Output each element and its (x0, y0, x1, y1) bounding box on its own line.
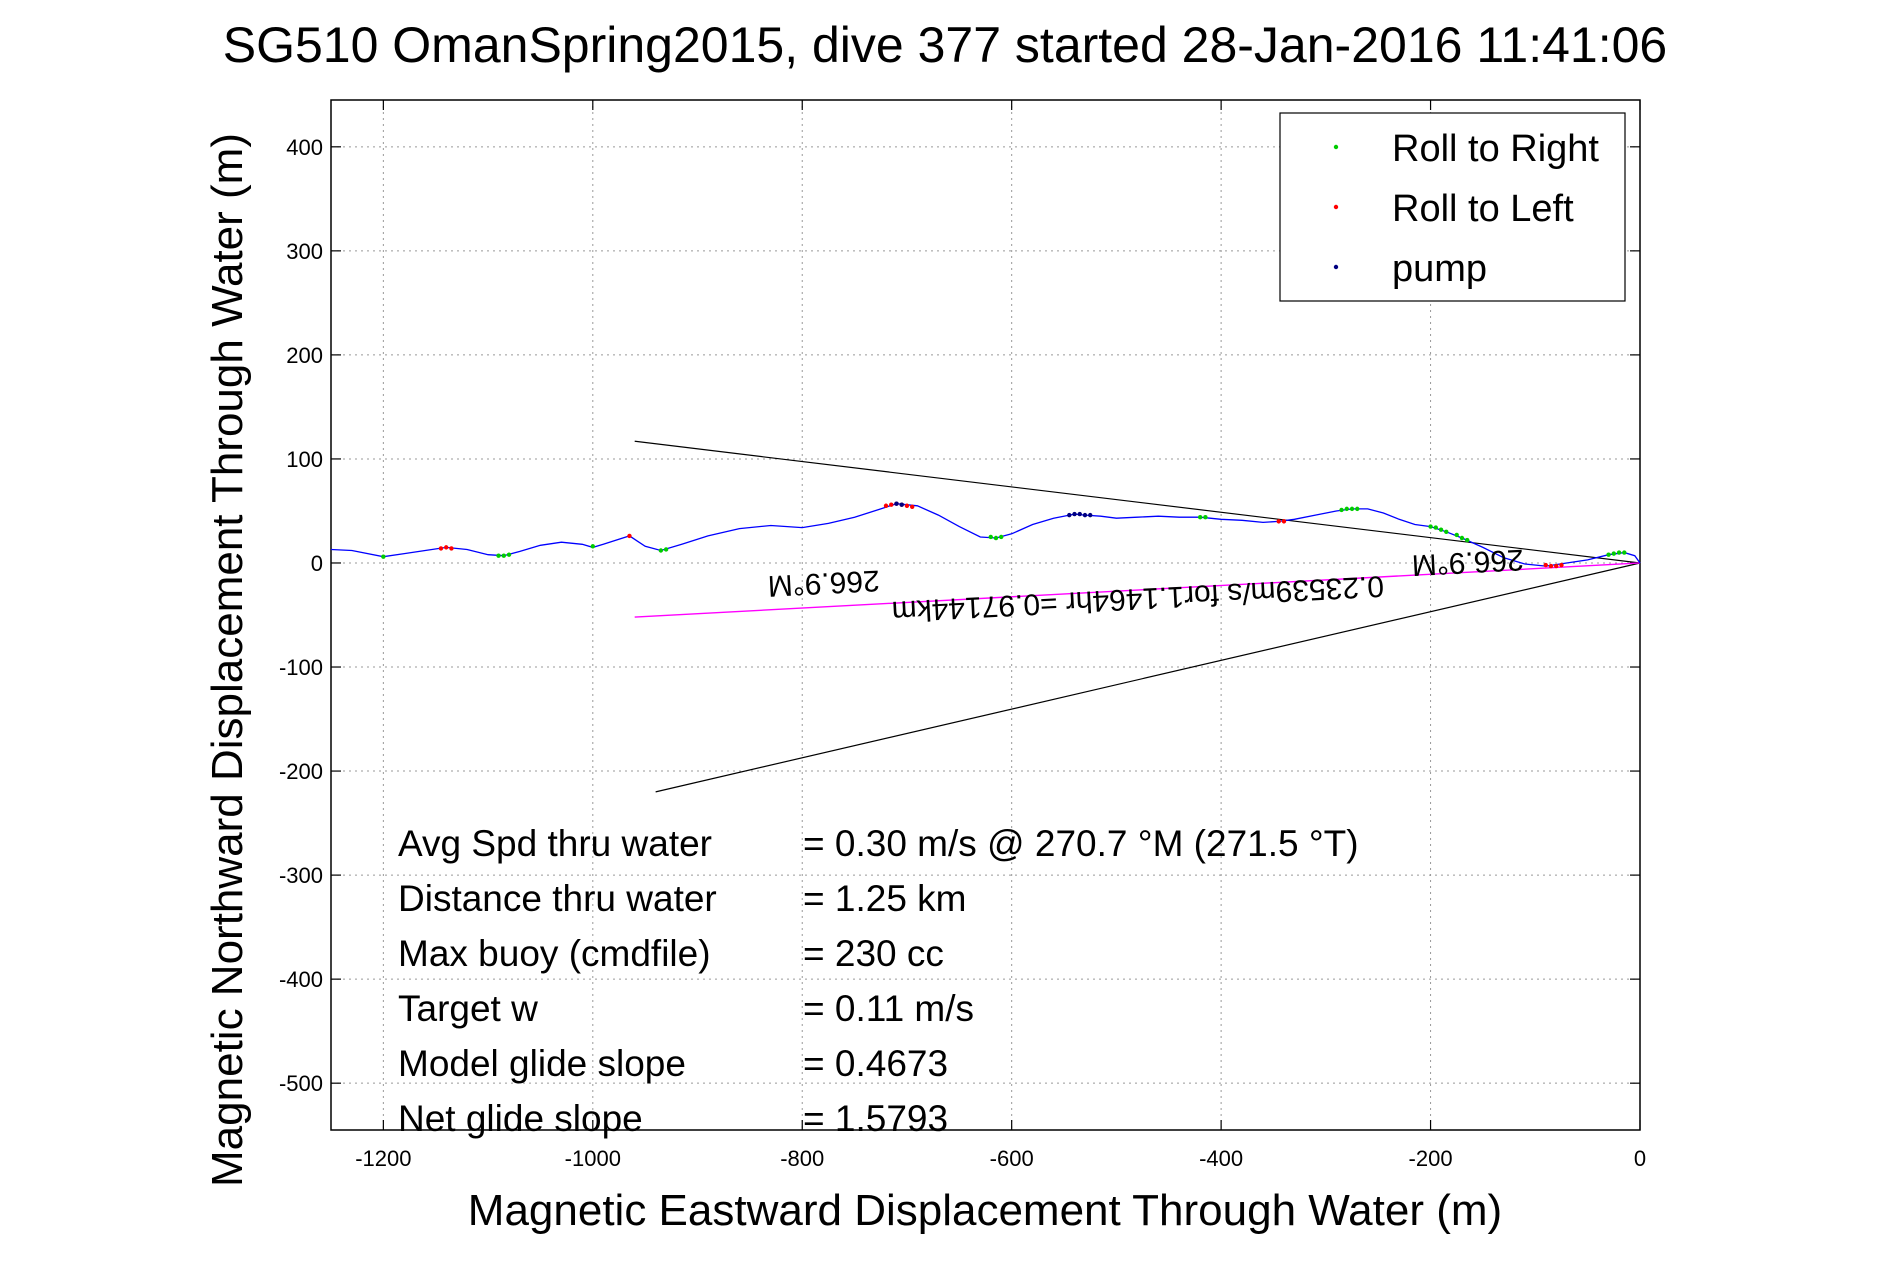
axis-ticks: -1200 -1000 -800 -600 -400 -200 0-500-400-300-… (279, 100, 1646, 1171)
roll-right-point (663, 547, 669, 552)
legend-entry-label: pump (1392, 248, 1487, 290)
roll-right-point (1606, 552, 1611, 557)
roll-right-point (496, 553, 501, 558)
roll-right-point (590, 544, 595, 549)
annotations-group: 266.9°M 0.23539m/s for1.1464hr =0.97144km… (767, 543, 1525, 628)
summary-row-label: Target w (398, 988, 538, 1029)
x-tick-label: -600 (990, 1146, 1034, 1171)
y-axis-label: Magnetic Northward Displacement Through … (203, 133, 252, 1187)
roll-left-point (443, 545, 449, 550)
roll-left-point (1543, 562, 1548, 568)
y-tick-label: 100 (286, 447, 323, 472)
roll-left-point (889, 502, 894, 507)
summary-row-label: Distance thru water (398, 878, 717, 919)
pump-point (1088, 512, 1093, 518)
x-tick-label: 0 (1634, 1146, 1646, 1171)
summary-row-label: Avg Spd thru water (398, 823, 712, 864)
legend-entry-label: Roll to Right (1392, 128, 1599, 170)
track-line (330, 503, 1641, 567)
legend-entry-label: Roll to Left (1392, 188, 1574, 230)
pump-point (1072, 511, 1077, 517)
roll-right-point (658, 548, 664, 553)
roll-right-point (1428, 524, 1433, 529)
plot-frame (330, 99, 1641, 1131)
roll-right-point (1339, 507, 1344, 513)
legend-marker (1333, 264, 1339, 270)
roll-right-point (1465, 537, 1470, 543)
legend-marker (1333, 204, 1339, 210)
roll-right-point (1344, 506, 1349, 512)
roll-left-point (627, 533, 632, 539)
heading-line (634, 562, 1641, 618)
roll-left-point (1281, 519, 1287, 524)
x-tick-label: -800 (780, 1146, 824, 1171)
x-tick-label: -400 (1199, 1146, 1243, 1171)
pump-point (1082, 512, 1088, 518)
y-tick-label: 0 (311, 551, 323, 576)
y-tick-label: -200 (279, 759, 323, 784)
legend: Roll to Right Roll to Left pump (1279, 112, 1626, 302)
roll-right-point (501, 553, 506, 558)
pump-point (894, 501, 899, 506)
y-tick-label: -500 (279, 1071, 323, 1096)
roll-right-point (988, 534, 993, 540)
summary-row-value: = 1.5793 (803, 1098, 948, 1139)
roll-right-point (1622, 550, 1627, 555)
roll-right-point (1203, 515, 1208, 520)
legend-marker (1333, 144, 1339, 150)
roll-right-point (1616, 550, 1622, 555)
roll-right-point (1433, 525, 1438, 530)
roll-left-point (1559, 562, 1564, 568)
summary-row-label: Model glide slope (398, 1043, 686, 1084)
summary-table: Avg Spd thru water = 0.30 m/s @ 270.7 °M … (398, 823, 1359, 1139)
y-tick-label: 400 (286, 135, 323, 160)
roll-left-point (1276, 519, 1281, 524)
summary-row-value: = 0.11 m/s (803, 988, 974, 1029)
y-tick-label: -100 (279, 655, 323, 680)
roll-right-point (1611, 551, 1617, 556)
roll-right-point (381, 554, 386, 559)
roll-right-point (1197, 515, 1203, 520)
rotated-annotation: 266.9°M (1411, 543, 1525, 582)
summary-row-value: = 0.4673 (803, 1043, 948, 1084)
rotated-annotation: 0.23539m/s for1.1464hr =0.97144km (891, 569, 1385, 628)
x-tick-label: -200 (1409, 1146, 1453, 1171)
roll-right-point (1349, 506, 1355, 512)
summary-row-value: = 230 cc (803, 933, 944, 974)
roll-right-point (1459, 535, 1465, 541)
roll-right-point (1438, 527, 1444, 532)
y-tick-label: 200 (286, 343, 323, 368)
roll-left-point (438, 546, 444, 551)
y-tick-label: -400 (279, 967, 323, 992)
rotated-annotation: 266.9°M (767, 563, 881, 602)
x-axis-label: Magnetic Eastward Displacement Through W… (468, 1186, 1502, 1235)
series-group (330, 440, 1641, 793)
summary-row-label: Net glide slope (398, 1098, 643, 1139)
x-tick-label: -1000 (565, 1146, 621, 1171)
pump-point (899, 502, 904, 507)
fan-line (655, 562, 1641, 793)
roll-right-point (1355, 506, 1360, 512)
pump-point (1067, 512, 1072, 518)
roll-left-point (449, 546, 454, 551)
y-tick-label: 300 (286, 239, 323, 264)
roll-right-point (1454, 532, 1459, 538)
roll-right-point (993, 535, 999, 541)
roll-right-point (506, 552, 512, 557)
chart-title: SG510 OmanSpring2015, dive 377 started 2… (223, 17, 1668, 73)
x-tick-label: -1200 (355, 1146, 411, 1171)
roll-left-point (909, 504, 915, 509)
roll-left-point (904, 503, 910, 508)
y-tick-label: -300 (279, 863, 323, 888)
summary-row-value: = 1.25 km (803, 878, 967, 919)
roll-right-point (1444, 529, 1449, 534)
roll-left-point (883, 503, 889, 508)
summary-row-label: Max buoy (cmdfile) (398, 933, 711, 974)
summary-row-value: = 0.30 m/s @ 270.7 °M (271.5 °T) (803, 823, 1359, 864)
roll-left-point (1554, 563, 1559, 569)
roll-left-point (1548, 563, 1554, 569)
pump-point (1077, 511, 1082, 517)
roll-right-point (999, 534, 1004, 540)
